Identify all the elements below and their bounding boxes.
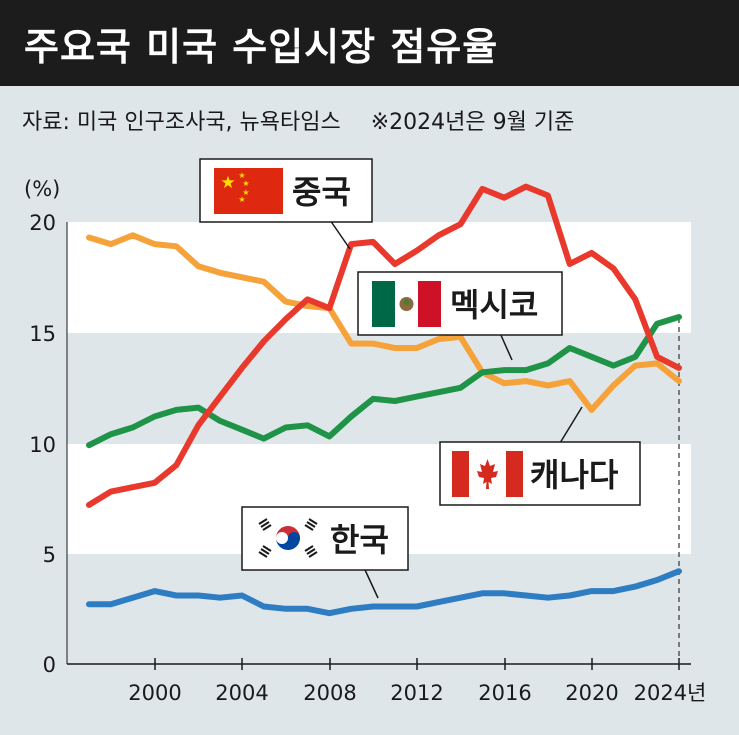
y-tick-5: 5: [43, 543, 56, 567]
x-tick-2012: 2012: [390, 681, 443, 705]
y-ticks: 0 5 10 15 20: [29, 211, 56, 677]
title-bar: 주요국 미국 수입시장 점유율: [0, 0, 739, 86]
callout-korea: 한국: [241, 506, 409, 571]
y-tick-15: 15: [29, 322, 56, 346]
series-line-3: [86, 568, 682, 617]
x-tick-2016: 2016: [478, 681, 531, 705]
mexico-leader: [499, 332, 513, 361]
svg-text:★: ★: [238, 171, 245, 180]
canada-leader: [559, 406, 583, 444]
y-tick-20: 20: [29, 211, 56, 235]
callout-canada-label: 캐나다: [530, 456, 619, 494]
x-ticks: 2000 2004 2008 2012 2016 2020 2024년: [128, 658, 706, 705]
series-line-1: [86, 232, 682, 413]
china-leader: [329, 219, 351, 250]
korea-flag-icon: [254, 515, 323, 561]
series-layer: [86, 183, 682, 617]
callout-korea-label: 한국: [330, 521, 389, 559]
y-axis-label: (%): [24, 177, 60, 201]
series-line-0: [86, 183, 682, 508]
source-line: 자료: 미국 인구조사국, 뉴욕타임스 ※2024년은 9월 기준: [22, 104, 574, 136]
svg-text:★: ★: [220, 173, 235, 193]
chart-title: 주요국 미국 수입시장 점유율: [24, 25, 499, 69]
y-tick-0: 0: [43, 653, 56, 677]
canada-flag-icon: [452, 451, 523, 497]
x-tick-2020: 2020: [565, 681, 618, 705]
x-tick-2008: 2008: [303, 681, 356, 705]
callout-leaders: [329, 219, 583, 599]
svg-text:★: ★: [242, 188, 249, 197]
y-tick-10: 10: [29, 433, 56, 457]
callout-mexico-label: 멕시코: [450, 286, 538, 324]
callout-china: ★ ★ ★ ★ ★ 중국: [199, 158, 373, 223]
mexico-flag-icon: [372, 281, 441, 327]
svg-text:★: ★: [238, 195, 245, 204]
x-tick-2000: 2000: [128, 681, 181, 705]
x-tick-2004: 2004: [215, 681, 268, 705]
china-flag-icon: ★ ★ ★ ★ ★: [214, 168, 283, 214]
note-text: ※2024년은 9월 기준: [370, 110, 575, 135]
series-line-2: [86, 314, 682, 449]
callout-mexico: 멕시코: [357, 271, 563, 336]
svg-text:★: ★: [242, 179, 249, 188]
callout-canada: 캐나다: [439, 441, 641, 506]
x-tick-2024: 2024년: [634, 681, 707, 705]
callout-china-label: 중국: [292, 173, 351, 211]
source-text: 자료: 미국 인구조사국, 뉴욕타임스: [22, 110, 341, 135]
